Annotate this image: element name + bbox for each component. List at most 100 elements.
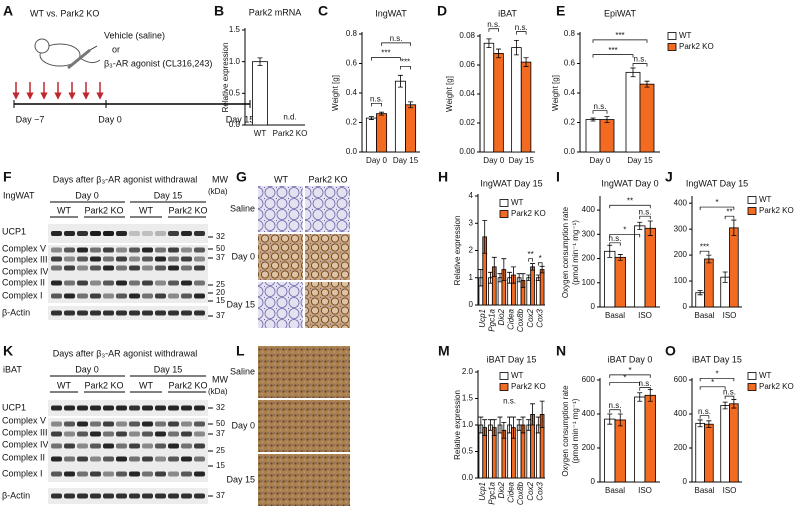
x-tick-label: Pgc1a [487, 481, 496, 504]
legend-swatch [747, 207, 757, 215]
genotype-label: Park2 KO [168, 380, 207, 390]
significance-label: ** [627, 196, 633, 205]
panel-letter: J [665, 169, 673, 185]
blot-band [142, 405, 153, 411]
y-tick-label: 0.5 [462, 447, 474, 456]
blot-band [155, 256, 166, 262]
blot-band [194, 471, 205, 477]
mw-marker: 32 [216, 232, 225, 241]
panel-letter: O [665, 343, 676, 359]
blot-band [155, 247, 166, 253]
significance-bracket [609, 233, 641, 238]
blot-band [116, 443, 127, 449]
error-bar [539, 265, 545, 274]
blot-band [77, 443, 88, 449]
blot-band [103, 456, 114, 462]
error-bar [637, 392, 643, 402]
x-tick-label: Day 15 [393, 156, 419, 165]
y-tick-label: 0.0 [462, 473, 474, 482]
column-label: WT [274, 174, 288, 184]
significance-label: n.s. [515, 23, 528, 32]
significance-bracket [699, 206, 735, 211]
chart-title: iBAT [498, 8, 517, 18]
blot-band [181, 456, 192, 462]
x-tick-label: Cox8b [516, 481, 525, 505]
bar [365, 117, 377, 153]
blot-band [77, 256, 88, 262]
bar [394, 80, 406, 153]
blot-band [129, 231, 140, 236]
significance-label: n.s. [639, 379, 652, 388]
legend-swatch [499, 372, 509, 380]
mw-marker: 25 [216, 446, 225, 455]
genotype-label: WT [139, 205, 153, 215]
significance-bracket [592, 39, 648, 43]
significance-bracket [528, 258, 533, 262]
blot-band [155, 471, 166, 477]
legend-label: WT [511, 198, 524, 207]
blot-band [194, 231, 205, 236]
significance-bracket [724, 215, 735, 220]
x-tick-label: ISO [723, 311, 737, 320]
y-tick-label: 1.5 [229, 25, 241, 34]
blot-band [116, 280, 127, 286]
y-tick-label: 200 [582, 254, 596, 263]
bar [252, 61, 268, 126]
y-axis-label: Oxygen consumption rate [561, 206, 570, 298]
blot-band [90, 456, 101, 462]
x-tick-label: WT [254, 129, 267, 138]
x-tick-label: Park2 KO [273, 129, 308, 138]
chart-title: Park2 mRNA [249, 7, 302, 17]
blot-band [194, 456, 205, 462]
blot-band [51, 265, 62, 271]
blot-band [90, 493, 101, 499]
significance-label: * [539, 254, 542, 263]
bar [604, 418, 616, 483]
blot-band [142, 421, 153, 427]
significance-label: * [623, 225, 626, 234]
significance-bracket [699, 415, 710, 419]
day-label: Day 0 [98, 114, 122, 124]
y-tick-label: 400 [674, 409, 688, 418]
blot-band [181, 310, 192, 316]
blot-band [116, 247, 127, 253]
error-bar [520, 416, 526, 434]
y-axis-label: Weight [g] [331, 75, 340, 111]
y-tick-label: 2 [469, 246, 474, 255]
error-bar [510, 266, 516, 284]
bar [599, 119, 615, 153]
blot-band [129, 443, 140, 449]
bar [729, 403, 739, 483]
bar [483, 42, 495, 153]
blot-band [51, 421, 62, 427]
mw-marker: 37 [216, 429, 225, 438]
bar [644, 227, 656, 308]
blot-band [194, 293, 205, 299]
error-bar [607, 413, 613, 425]
y-tick-label: 400 [582, 409, 596, 418]
blot-band [90, 421, 101, 427]
y-tick-label: 0 [683, 477, 688, 486]
y-axis-label: Relative expression [453, 216, 462, 286]
error-bar [501, 258, 507, 281]
significance-label: ** [528, 250, 534, 259]
genotype-label: Park2 KO [168, 205, 207, 215]
significance-bracket [488, 28, 499, 32]
blot-band [90, 247, 101, 253]
y-tick-label: 0.8 [564, 29, 576, 38]
blot-band [90, 310, 101, 316]
blot-band [168, 431, 179, 437]
genotype-label: WT [57, 205, 71, 215]
blot-band [194, 443, 205, 449]
blot-band [77, 293, 88, 299]
blot-band [129, 293, 140, 299]
blot-band [64, 493, 75, 499]
bar [634, 225, 646, 308]
significance-label: n.s. [370, 94, 383, 103]
chart-title: iBAT Day 15 [487, 354, 537, 364]
bar [695, 422, 705, 483]
y-tick-label: 0.6 [346, 59, 358, 68]
legend-label: WT [679, 31, 692, 40]
blot-band [64, 443, 75, 449]
significance-bracket [609, 374, 651, 378]
